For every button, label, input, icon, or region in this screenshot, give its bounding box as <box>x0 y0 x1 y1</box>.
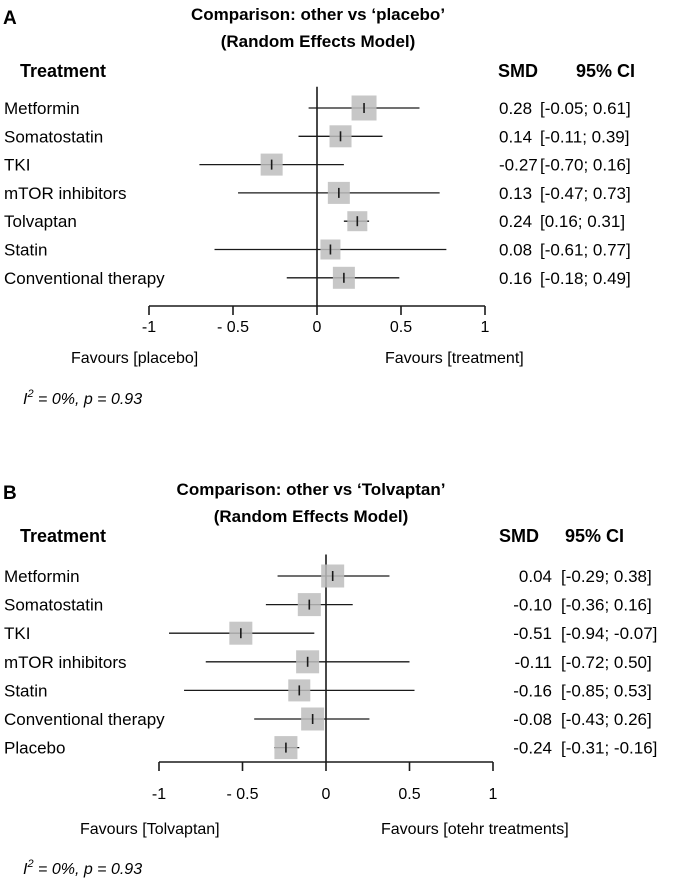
panel-b-header-smd: SMD <box>499 526 539 546</box>
panel-b-x-tick-label: -1 <box>152 786 166 803</box>
panel-a-ci-value: [-0.18; 0.49] <box>540 269 631 288</box>
panel-b-ci-value: [-0.72; 0.50] <box>561 653 652 672</box>
panel-a-row-label: mTOR inhibitors <box>4 184 127 203</box>
panel-b-row-label: TKI <box>4 624 30 643</box>
panel-b-smd-value: 0.04 <box>519 567 552 586</box>
panel-b-ci-value: [-0.36; 0.16] <box>561 596 652 615</box>
panel-b-favours-right: Favours [otehr treatments] <box>381 821 569 838</box>
panel-b-ci-value: [-0.43; 0.26] <box>561 710 652 729</box>
panel-a-x-tick-label: - 0.5 <box>217 319 249 336</box>
panel-a-heterogeneity-stat: I2 = 0%, p = 0.93 <box>23 388 142 408</box>
panel-a-row-label: Metformin <box>4 99 80 118</box>
panel-a-x-tick-label: 1 <box>481 319 490 336</box>
panel-b-smd-value: -0.51 <box>513 624 552 643</box>
panel-a-x-tick-label: 0 <box>313 319 322 336</box>
panel-b-letter: B <box>3 483 17 504</box>
panel-a-row-label: Conventional therapy <box>4 269 165 288</box>
panel-b-smd-value: -0.11 <box>515 653 553 672</box>
panel-a-ci-value: [-0.05; 0.61] <box>540 99 631 118</box>
panel-a-x-tick-label: -1 <box>142 319 156 336</box>
panel-b-x-tick-label: 1 <box>489 786 498 803</box>
panel-a-ci-value: [-0.61; 0.77] <box>540 241 631 260</box>
panel-b-heterogeneity-stat: I2 = 0%, p = 0.93 <box>23 858 142 878</box>
panel-a-letter: A <box>3 8 17 29</box>
panel-a-row-label: TKI <box>4 156 30 175</box>
panel-b-header-treatment: Treatment <box>20 526 106 546</box>
panel-a-favours-left: Favours [placebo] <box>71 350 198 367</box>
panel-b-header-ci: 95% CI <box>565 526 624 546</box>
panel-b-smd-value: -0.24 <box>513 739 552 758</box>
panel-b-row-label: mTOR inhibitors <box>4 653 127 672</box>
panel-a-smd-value: 0.24 <box>499 212 532 231</box>
panel-a-row-label: Statin <box>4 241 47 260</box>
panel-b-ci-value: [-0.29; 0.38] <box>561 567 652 586</box>
panel-a-ci-value: [-0.11; 0.39] <box>540 127 629 146</box>
panel-a-smd-value: 0.28 <box>499 99 532 118</box>
panel-b-subtitle: (Random Effects Model) <box>214 507 409 526</box>
panel-a-ci-value: [-0.70; 0.16] <box>540 156 631 175</box>
panel-a-ci-value: [-0.47; 0.73] <box>540 184 631 203</box>
panel-a-smd-value: -0.27 <box>499 156 538 175</box>
panel-b-smd-value: -0.16 <box>513 681 552 700</box>
panel-a-x-tick-label: 0.5 <box>390 319 412 336</box>
panel-b-row-label: Metformin <box>4 567 80 586</box>
panel-a-row-label: Somatostatin <box>4 127 103 146</box>
panel-a-header-smd: SMD <box>498 61 538 81</box>
panel-a-header-treatment: Treatment <box>20 61 106 81</box>
panel-b-title: Comparison: other vs ‘Tolvaptan’ <box>177 480 446 499</box>
panel-a-row-label: Tolvaptan <box>4 212 77 231</box>
panel-a-smd-value: 0.16 <box>499 269 532 288</box>
panel-a-header-ci: 95% CI <box>576 61 635 81</box>
panel-b-ci-value: [-0.31; -0.16] <box>561 739 657 758</box>
panel-a-ci-value: [0.16; 0.31] <box>540 212 625 231</box>
panel-b-x-tick-label: 0.5 <box>398 786 420 803</box>
panel-b-smd-value: -0.10 <box>513 596 552 615</box>
panel-a-title: Comparison: other vs ‘placebo’ <box>191 5 445 24</box>
panel-b-row-label: Statin <box>4 681 47 700</box>
panel-a-smd-value: 0.13 <box>499 184 532 203</box>
panel-a-smd-value: 0.08 <box>499 241 532 260</box>
panel-a-subtitle: (Random Effects Model) <box>221 32 416 51</box>
panel-b-x-tick-label: 0 <box>322 786 331 803</box>
panel-b-row-label: Conventional therapy <box>4 710 165 729</box>
panel-b-ci-value: [-0.94; -0.07] <box>561 624 657 643</box>
panel-b-ci-value: [-0.85; 0.53] <box>561 681 652 700</box>
panel-b-x-tick-label: - 0.5 <box>226 786 258 803</box>
panel-a-smd-value: 0.14 <box>499 127 532 146</box>
panel-b-smd-value: -0.08 <box>513 710 552 729</box>
panel-b-row-label: Placebo <box>4 739 65 758</box>
panel-a-favours-right: Favours [treatment] <box>385 350 524 367</box>
panel-b-row-label: Somatostatin <box>4 596 103 615</box>
panel-b-favours-left: Favours [Tolvaptan] <box>80 821 220 838</box>
